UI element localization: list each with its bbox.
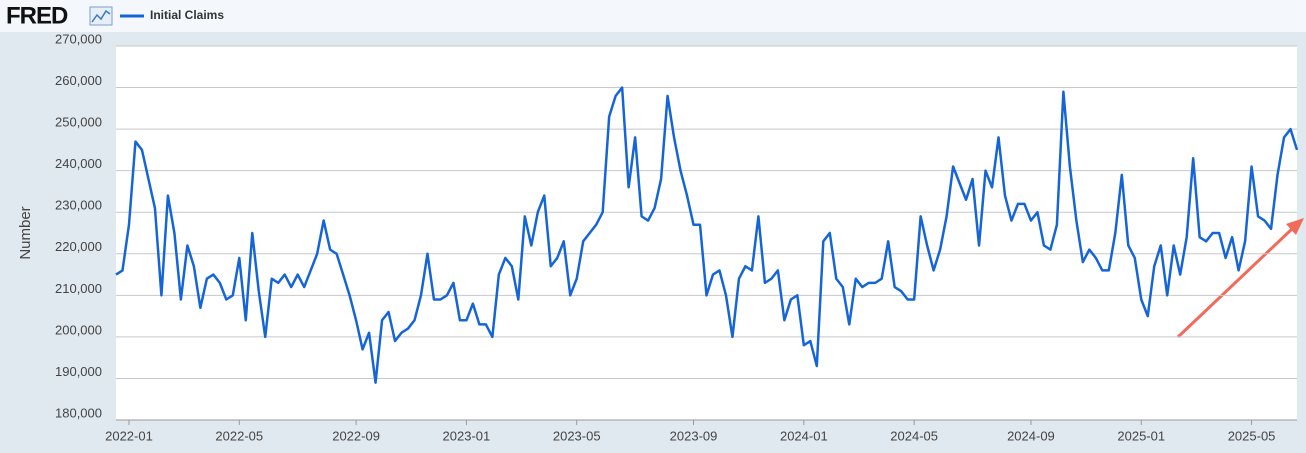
y-tick-label: 200,000 [55,322,102,337]
x-tick-label: 2022-05 [215,428,263,443]
x-tick-label: 2025-01 [1117,428,1165,443]
logo: FRED [6,2,68,29]
y-tick-label: 230,000 [55,198,102,213]
y-tick-label: 250,000 [55,115,102,130]
x-tick-label: 2022-09 [332,428,380,443]
y-tick-label: 180,000 [55,405,102,420]
x-tick-label: 2024-09 [1007,428,1055,443]
x-tick-label: 2023-01 [443,428,491,443]
y-tick-label: 190,000 [55,364,102,379]
y-tick-label: 240,000 [55,156,102,171]
x-tick-label: 2024-05 [890,428,938,443]
logo-icon [89,6,113,26]
y-axis-label: Number [17,206,34,259]
header-bar [0,0,1306,32]
legend-text: Initial Claims [150,8,224,22]
annotation-arrow [1176,218,1304,339]
x-tick-label: 2024-01 [780,428,828,443]
x-tick-label: 2022-01 [105,428,153,443]
plot-area [116,46,1297,420]
x-tick-label: 2023-09 [670,428,718,443]
y-tick-label: 260,000 [55,73,102,88]
x-tick-label: 2025-05 [1228,428,1276,443]
series-line [115,86,1299,384]
y-tick-label: 210,000 [55,281,102,296]
x-tick-label: 2023-05 [553,428,601,443]
y-tick-label: 270,000 [55,31,102,46]
y-tick-label: 220,000 [55,239,102,254]
